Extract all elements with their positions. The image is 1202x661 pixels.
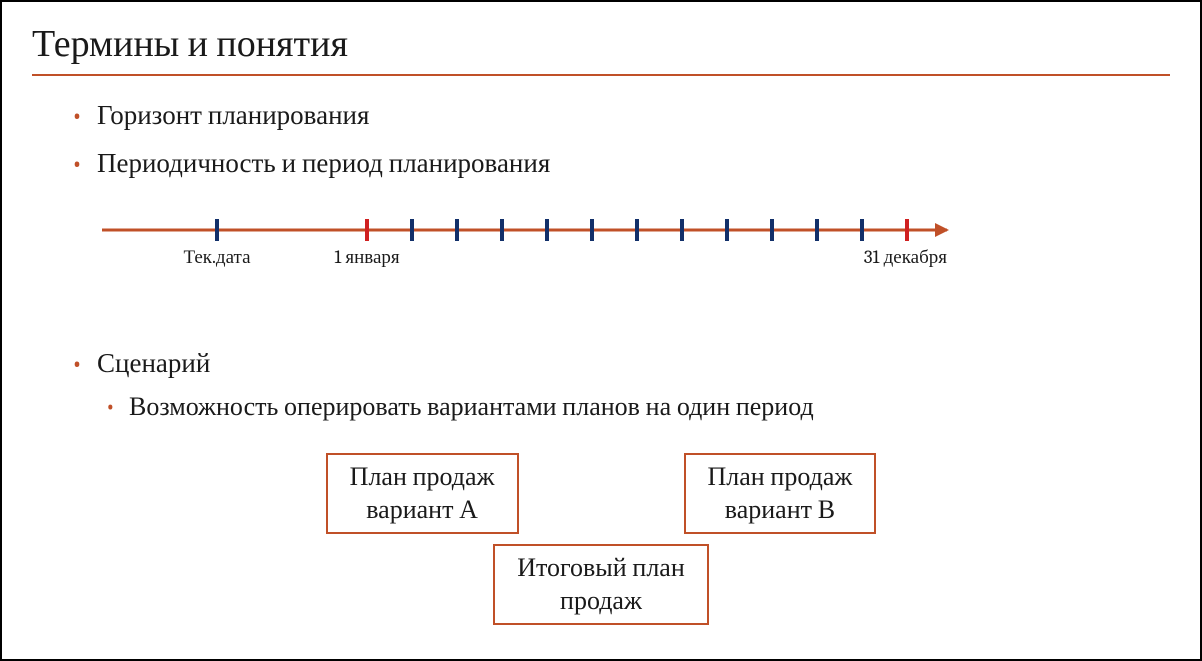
svg-text:Тек.дата: Тек.дата bbox=[183, 246, 251, 268]
bullet-item-2: Периодичность и период планирования bbox=[97, 146, 1170, 182]
plan-box-row-1: План продаж вариант А План продаж вариан… bbox=[32, 453, 1170, 534]
plan-box-b-line1: План продаж bbox=[708, 461, 853, 494]
timeline-svg: Тек.дата 1 января 31 декабря bbox=[77, 201, 972, 291]
bullet-list: Горизонт планирования Периодичность и пе… bbox=[32, 98, 1170, 183]
svg-text:31 декабря: 31 декабря bbox=[864, 246, 947, 268]
plan-box-a: План продаж вариант А bbox=[326, 453, 519, 534]
plan-box-b-line2: вариант В bbox=[708, 494, 853, 527]
bullet-item-3: Сценарий Возможность оперировать вариант… bbox=[97, 346, 1170, 426]
sub-bullet-list: Возможность оперировать вариантами плано… bbox=[97, 390, 1170, 425]
bullet-list-2: Сценарий Возможность оперировать вариант… bbox=[32, 346, 1170, 426]
plan-box-row-2: Итоговый план продаж bbox=[32, 544, 1170, 625]
svg-text:1 января: 1 января bbox=[334, 246, 400, 268]
title-rule bbox=[32, 74, 1170, 76]
bullet-item-1: Горизонт планирования bbox=[97, 98, 1170, 134]
slide-title: Термины и понятия bbox=[32, 22, 1170, 66]
bullet-item-3-label: Сценарий bbox=[97, 348, 210, 379]
plan-box-c-line2: продаж bbox=[517, 585, 685, 618]
timeline-diagram: Тек.дата 1 января 31 декабря bbox=[77, 201, 972, 291]
sub-bullet-1: Возможность оперировать вариантами плано… bbox=[129, 390, 1170, 425]
plan-box-a-line1: План продаж bbox=[350, 461, 495, 494]
plan-box-a-line2: вариант А bbox=[350, 494, 495, 527]
plan-box-b: План продаж вариант В bbox=[684, 453, 877, 534]
plan-box-c: Итоговый план продаж bbox=[493, 544, 709, 625]
plan-box-c-line1: Итоговый план bbox=[517, 552, 685, 585]
